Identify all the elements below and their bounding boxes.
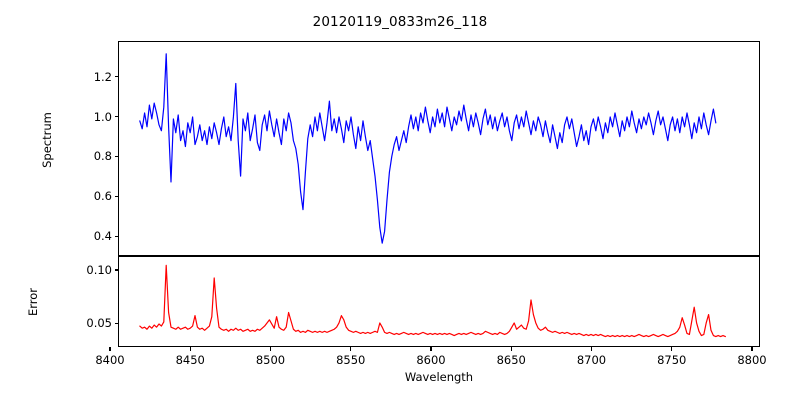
page-title: 20120119_0833m26_118 xyxy=(312,14,488,30)
y-tick-mark xyxy=(114,269,118,271)
error-panel xyxy=(118,256,760,347)
x-tick-mark xyxy=(350,347,352,351)
y-tick-label: 0.6 xyxy=(93,189,112,204)
spectrum-plot-area xyxy=(119,42,759,255)
spectrum-panel xyxy=(118,41,760,256)
y-tick-mark xyxy=(114,195,118,197)
y-tick-label: 0.05 xyxy=(86,316,112,331)
y-axis-label-spectrum: Spectrum xyxy=(40,112,54,168)
spectrum-data-line xyxy=(140,54,716,243)
x-tick-mark xyxy=(269,347,272,351)
y-tick-label: 0.10 xyxy=(86,262,112,277)
x-tick-label: 8500 xyxy=(255,353,286,367)
y-tick-mark xyxy=(114,155,118,158)
y-tick-mark xyxy=(114,76,118,78)
x-tick-label: 8600 xyxy=(416,353,446,367)
y-axis-label-error: Error xyxy=(26,287,40,317)
x-tick-mark xyxy=(590,347,593,351)
x-tick-label: 8800 xyxy=(737,353,767,367)
x-tick-mark xyxy=(671,347,673,351)
x-tick-label: 8650 xyxy=(496,353,526,367)
y-tick-mark xyxy=(114,322,118,325)
error-data-line xyxy=(140,265,726,336)
y-tick-label: 1.0 xyxy=(93,109,112,124)
y-tick-label: 1.2 xyxy=(93,69,112,84)
y-tick-mark xyxy=(114,116,118,118)
error-plot-area xyxy=(119,257,759,346)
y-tick-label: 0.8 xyxy=(93,149,112,164)
x-tick-mark xyxy=(189,347,191,351)
x-tick-label: 8450 xyxy=(175,353,205,367)
x-tick-label: 8750 xyxy=(657,353,687,367)
y-tick-label: 0.4 xyxy=(93,229,112,244)
x-axis-label: Wavelength xyxy=(404,370,474,384)
x-tick-label: 8700 xyxy=(576,353,607,367)
x-tick-label: 8400 xyxy=(95,353,125,367)
x-tick-mark xyxy=(751,347,753,351)
x-tick-mark xyxy=(109,347,111,351)
y-tick-mark xyxy=(114,235,118,237)
x-tick-mark xyxy=(430,347,432,351)
x-tick-mark xyxy=(510,347,512,351)
x-tick-label: 8550 xyxy=(336,353,366,367)
